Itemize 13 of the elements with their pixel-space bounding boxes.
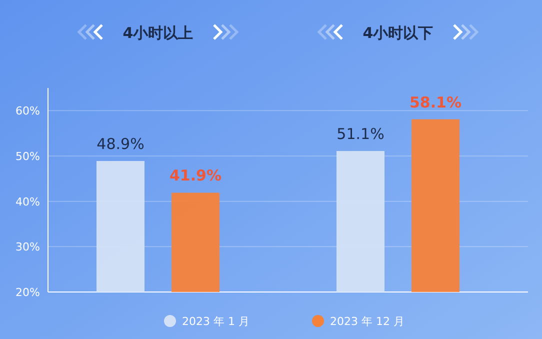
legend-label: 2023 年 12 月 (330, 315, 404, 328)
x-tick-label: 4小时以上 (122, 24, 194, 42)
data-label: 41.9% (169, 166, 222, 185)
y-tick-label: 30% (16, 240, 40, 254)
legend-label: 2023 年 1 月 (182, 315, 250, 328)
data-label: 51.1% (336, 125, 384, 144)
y-tick-label: 40% (16, 195, 40, 208)
x-tick-label: 4小时以下 (362, 24, 434, 42)
y-tick-label: 50% (16, 150, 40, 163)
y-tick-label: 20% (16, 286, 40, 299)
data-label: 58.1% (409, 93, 462, 112)
y-tick-label: 60% (16, 104, 40, 118)
data-label: 48.9% (96, 134, 144, 153)
